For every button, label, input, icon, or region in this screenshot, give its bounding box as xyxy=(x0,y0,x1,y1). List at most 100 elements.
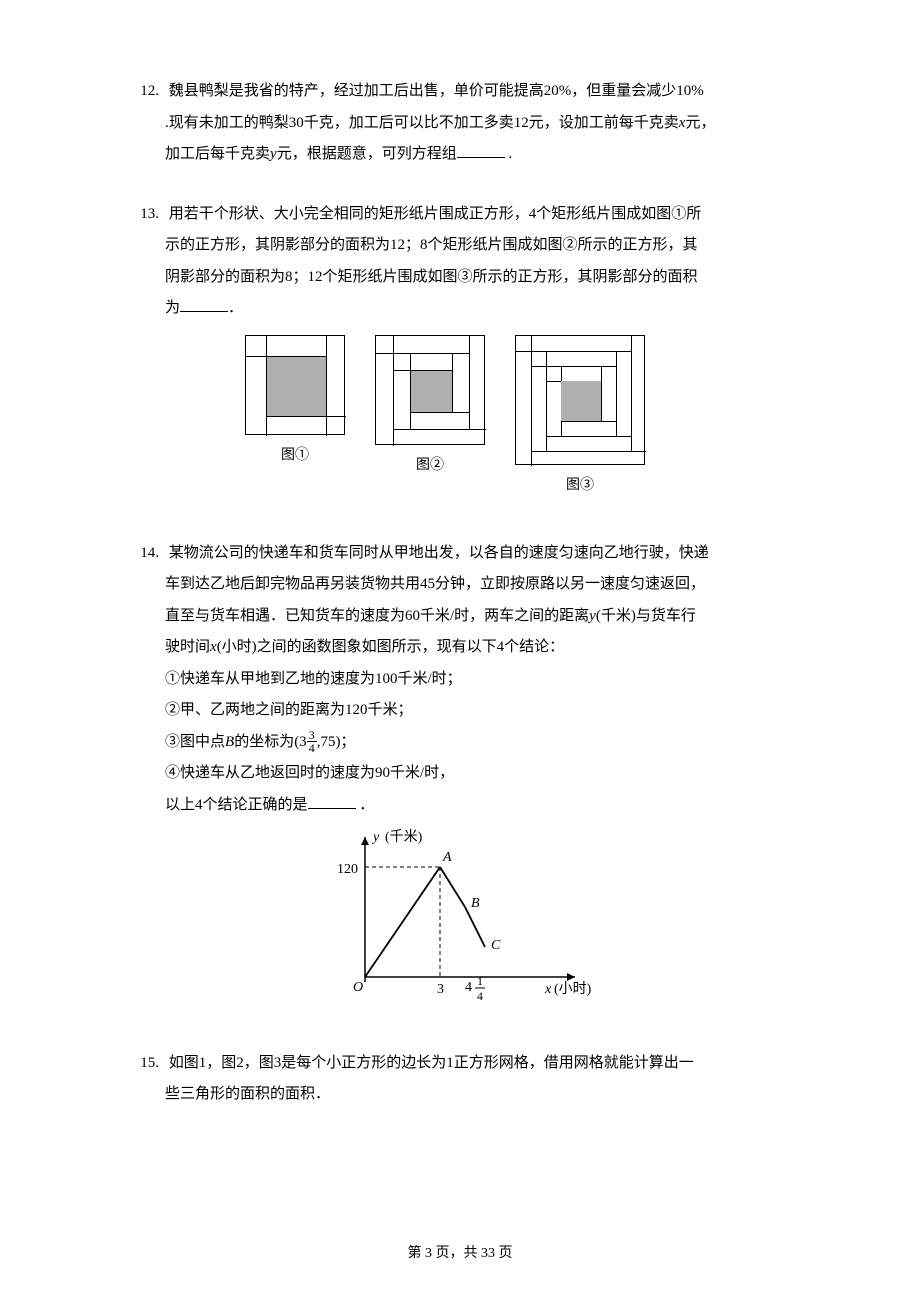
line xyxy=(410,353,411,370)
svg-text:C: C xyxy=(491,938,501,953)
text: 为 xyxy=(165,300,180,316)
text: 阴影部分的面积为8；12个矩形纸片围成如图③所示的正方形，其阴影部分的面积 xyxy=(165,269,698,285)
text: 些三角形的面积的面积． xyxy=(165,1086,330,1102)
line xyxy=(393,429,486,430)
problem-13: 13. 用若干个形状、大小完全相同的矩形纸片围成正方形，4个矩形纸片围成如图①所… xyxy=(165,199,800,500)
line xyxy=(531,451,646,452)
svg-text:3: 3 xyxy=(437,982,444,997)
line xyxy=(546,366,547,451)
text: 用若干个形状、大小完全相同的矩形纸片围成正方形，4个矩形纸片围成如图①所 xyxy=(169,206,702,222)
line xyxy=(469,336,470,429)
line xyxy=(326,416,327,436)
text: (千米)与货车行 xyxy=(596,608,696,624)
problem-14: 14. 某物流公司的快递车和货车同时从甲地出发，以各自的速度匀速向乙地行驶，快递… xyxy=(165,538,800,1020)
line xyxy=(516,351,631,352)
line xyxy=(561,421,616,422)
line xyxy=(393,370,452,371)
figure-1: 图① xyxy=(245,335,345,500)
svg-text:(小时): (小时) xyxy=(554,981,592,997)
line xyxy=(410,370,411,429)
svg-text:4: 4 xyxy=(465,980,472,995)
text: . xyxy=(505,146,513,162)
text: ③图中点 xyxy=(165,734,225,750)
blank xyxy=(180,297,228,312)
text: ． xyxy=(228,300,243,316)
svg-text:1: 1 xyxy=(477,974,483,988)
figure-3-box xyxy=(515,335,645,465)
text: 驶时间 xyxy=(165,639,210,655)
text: ,75)； xyxy=(317,734,356,750)
line xyxy=(376,353,469,354)
line xyxy=(531,351,532,466)
line xyxy=(546,436,631,437)
text: 元， xyxy=(685,115,715,131)
blank xyxy=(308,794,356,809)
line xyxy=(616,351,617,436)
text: ①快递车从甲地到乙地的速度为100千米/时； xyxy=(165,671,462,687)
svg-text:B: B xyxy=(471,896,480,911)
caption: 图② xyxy=(375,451,485,480)
figure-2-box xyxy=(375,335,485,445)
figures-13: 图① 图② xyxy=(245,335,800,500)
line xyxy=(631,336,632,451)
line xyxy=(531,336,532,351)
line xyxy=(393,336,394,353)
text: 某物流公司的快递车和货车同时从甲地出发，以各自的速度匀速向乙地行驶，快递 xyxy=(169,545,709,561)
line xyxy=(266,336,267,356)
text: 加工后每千克卖 xyxy=(165,146,270,162)
line xyxy=(452,353,453,412)
text: ②甲、乙两地之间的距离为120千米； xyxy=(165,702,413,718)
svg-text:120: 120 xyxy=(337,862,358,877)
figure-1-box xyxy=(245,335,345,435)
shaded-square xyxy=(561,381,601,421)
fraction: 34 xyxy=(307,729,317,754)
problem-number: 13. xyxy=(129,199,159,231)
caption: 图③ xyxy=(515,471,645,500)
shaded-square xyxy=(266,356,326,416)
svg-text:4: 4 xyxy=(477,989,483,1003)
var-B: B xyxy=(225,734,234,750)
problem-12: 12. 魏县鸭梨是我省的特产，经过加工后出售，单价可能提高20%，但重量会减少1… xyxy=(165,76,800,171)
graph-14: y (千米) 120 A B C O 3 4 1 4 x (小时) xyxy=(315,827,800,1020)
line xyxy=(561,366,562,381)
text: 示的正方形，其阴影部分的面积为12；8个矩形纸片围成如图②所示的正方形，其 xyxy=(165,237,698,253)
text: (小时)之间的函数图象如图所示，现有以下4个结论： xyxy=(217,639,565,655)
text: 如图1，图2，图3是每个小正方形的边长为1正方形网格，借用网格就能计算出一 xyxy=(169,1055,694,1071)
problem-15: 15. 如图1，图2，图3是每个小正方形的边长为1正方形网格，借用网格就能计算出… xyxy=(165,1048,800,1111)
problem-number: 12. xyxy=(129,76,159,108)
var-y: y xyxy=(589,608,596,624)
figure-3: 图③ xyxy=(515,335,645,500)
line xyxy=(393,353,394,446)
var-x: x xyxy=(210,639,217,655)
line xyxy=(410,412,469,413)
text: 以上4个结论正确的是 xyxy=(165,797,308,813)
problem-number: 15. xyxy=(129,1048,159,1080)
svg-text:y: y xyxy=(371,830,380,845)
footer-text: 第 3 页，共 33 页 xyxy=(408,1246,513,1261)
svg-text:x: x xyxy=(544,982,552,997)
page-footer: 第 3 页，共 33 页 xyxy=(0,1242,920,1262)
line xyxy=(266,416,346,417)
text: 的坐标为(3 xyxy=(234,734,307,750)
svg-text:(千米): (千米) xyxy=(385,829,423,845)
line xyxy=(326,336,327,416)
text: 直至与货车相遇．已知货车的速度为60千米/时，两车之间的距离 xyxy=(165,608,589,624)
figure-2: 图② xyxy=(375,335,485,500)
shaded-square xyxy=(410,370,452,412)
text: 元，根据题意，可列方程组 xyxy=(277,146,457,162)
line xyxy=(531,366,616,367)
graph-svg: y (千米) 120 A B C O 3 4 1 4 x (小时) xyxy=(315,827,615,1007)
blank xyxy=(457,143,505,158)
text: ④快递车从乙地返回时的速度为90千米/时， xyxy=(165,765,454,781)
svg-text:O: O xyxy=(353,980,363,995)
line xyxy=(266,356,267,436)
text: 魏县鸭梨是我省的特产，经过加工后出售，单价可能提高20%，但重量会减少10% xyxy=(169,83,704,99)
line xyxy=(601,366,602,421)
line xyxy=(246,356,326,357)
svg-text:A: A xyxy=(442,850,452,865)
text: ． xyxy=(356,797,375,813)
text: 车到达乙地后卸完物品再另装货物共用45分钟，立即按原路以另一速度匀速返回， xyxy=(165,576,705,592)
caption: 图① xyxy=(245,441,345,470)
line xyxy=(546,351,547,366)
text: .现有未加工的鸭梨30千克，加工后可以比不加工多卖12元，设加工前每千克卖 xyxy=(165,115,679,131)
